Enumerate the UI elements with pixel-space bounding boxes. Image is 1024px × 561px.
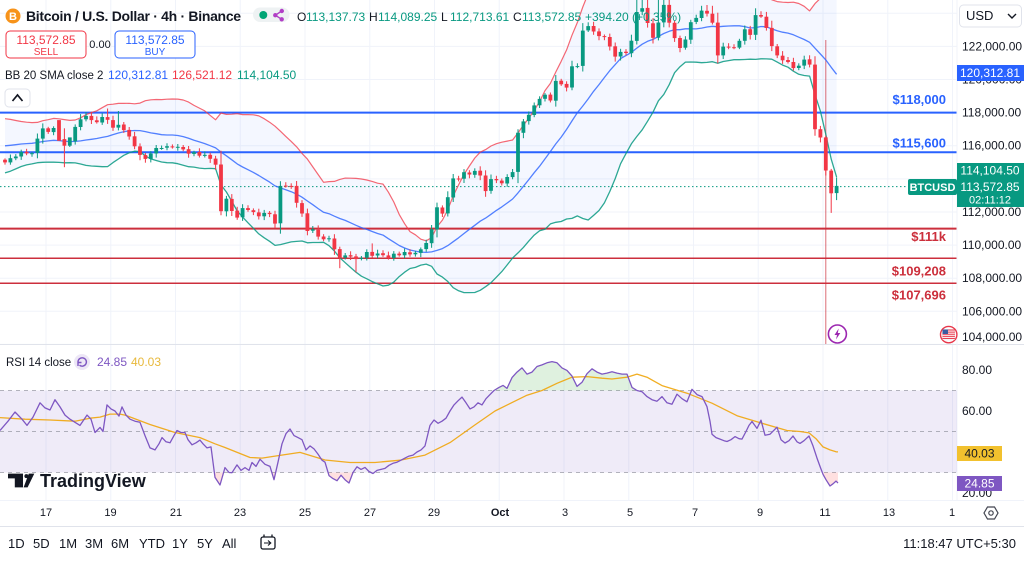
svg-text:104,000.00: 104,000.00 <box>962 330 1022 344</box>
svg-text:BUY: BUY <box>145 47 166 58</box>
svg-text:118,000.00: 118,000.00 <box>962 106 1021 120</box>
svg-text:122,000.00: 122,000.00 <box>962 39 1022 53</box>
svg-text:80.00: 80.00 <box>962 363 992 377</box>
svg-text:17: 17 <box>40 507 52 519</box>
svg-text:126,521.12: 126,521.12 <box>172 68 232 82</box>
svg-text:23: 23 <box>234 507 246 519</box>
svg-text:120,312.81: 120,312.81 <box>960 66 1020 80</box>
svg-text:B: B <box>9 11 17 23</box>
svg-text:114,104.50: 114,104.50 <box>960 164 1019 178</box>
svg-text:6M: 6M <box>111 536 129 551</box>
svg-text:BTCUSD: BTCUSD <box>910 182 956 194</box>
svg-text:113,572.85: 113,572.85 <box>125 33 184 47</box>
svg-text:0.00: 0.00 <box>89 39 110 51</box>
svg-text:1Y: 1Y <box>172 536 188 551</box>
svg-text:1: 1 <box>949 507 955 519</box>
svg-text:L: L <box>441 10 448 24</box>
svg-text:27: 27 <box>364 507 376 519</box>
svg-text:40.03: 40.03 <box>131 355 161 369</box>
svg-text:1D: 1D <box>8 536 25 551</box>
svg-text:$109,208: $109,208 <box>892 264 946 279</box>
svg-text:40.03: 40.03 <box>964 447 994 461</box>
svg-text:112,000.00: 112,000.00 <box>962 205 1021 219</box>
svg-text:$111k: $111k <box>911 229 946 244</box>
svg-text:24.85: 24.85 <box>964 477 994 491</box>
svg-text:114,104.50: 114,104.50 <box>237 68 296 82</box>
svg-text:113,572.85: 113,572.85 <box>522 10 581 24</box>
svg-text:TradingView: TradingView <box>40 471 147 491</box>
svg-text:1M: 1M <box>59 536 77 551</box>
svg-text:120,312.81: 120,312.81 <box>108 68 168 82</box>
svg-text:13: 13 <box>883 507 895 519</box>
svg-text:113,572.85: 113,572.85 <box>16 33 75 47</box>
svg-text:YTD: YTD <box>139 536 165 551</box>
svg-text:5D: 5D <box>33 536 50 551</box>
svg-text:106,000.00: 106,000.00 <box>962 304 1022 318</box>
svg-text:$107,696: $107,696 <box>892 288 946 303</box>
svg-text:24.85: 24.85 <box>97 355 127 369</box>
svg-text:19: 19 <box>104 507 116 519</box>
svg-text:USD: USD <box>966 8 993 23</box>
svg-text:RSI 14 close: RSI 14 close <box>6 357 71 369</box>
svg-text:112,713.61: 112,713.61 <box>450 10 509 24</box>
svg-text:9: 9 <box>757 507 763 519</box>
svg-text:C: C <box>513 10 522 24</box>
svg-text:7: 7 <box>692 507 698 519</box>
svg-text:11:18:47 UTC+5:30: 11:18:47 UTC+5:30 <box>903 536 1016 551</box>
svg-text:$115,600: $115,600 <box>892 136 946 151</box>
svg-text:H: H <box>369 10 378 24</box>
svg-text:113,137.73: 113,137.73 <box>306 10 365 24</box>
svg-text:SELL: SELL <box>34 47 59 58</box>
svg-text:02:11:12: 02:11:12 <box>969 195 1011 207</box>
svg-text:116,000.00: 116,000.00 <box>962 139 1021 153</box>
svg-text:5: 5 <box>627 507 633 519</box>
svg-text:$118,000: $118,000 <box>892 92 946 107</box>
svg-text:108,000.00: 108,000.00 <box>962 271 1022 285</box>
svg-text:3M: 3M <box>85 536 103 551</box>
svg-text:114,089.25: 114,089.25 <box>378 10 437 24</box>
svg-text:All: All <box>222 536 237 551</box>
svg-text:11: 11 <box>819 507 830 519</box>
svg-text:Bitcoin / U.S. Dollar · 4h · B: Bitcoin / U.S. Dollar · 4h · Binance <box>26 8 241 24</box>
svg-text:21: 21 <box>170 507 182 519</box>
svg-text:BB 20 SMA close 2: BB 20 SMA close 2 <box>5 70 103 82</box>
svg-text:3: 3 <box>562 507 568 519</box>
svg-text:29: 29 <box>428 507 440 519</box>
svg-text:110,000.00: 110,000.00 <box>962 238 1021 252</box>
svg-text:Oct: Oct <box>491 507 510 519</box>
svg-text:113,572.85: 113,572.85 <box>960 180 1019 194</box>
svg-text:5Y: 5Y <box>197 536 213 551</box>
svg-text:25: 25 <box>299 507 311 519</box>
svg-text:+394.20 (+0.35%): +394.20 (+0.35%) <box>585 10 681 24</box>
svg-text:60.00: 60.00 <box>962 404 992 418</box>
svg-text:O: O <box>297 10 306 24</box>
